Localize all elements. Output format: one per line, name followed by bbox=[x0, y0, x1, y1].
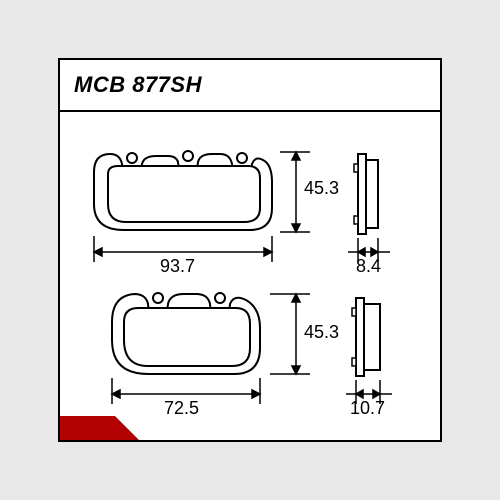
diagram-stage: 45.3 93.7 8.4 45.3 72.5 10.7 bbox=[60, 112, 440, 416]
label-bottom-width: 72.5 bbox=[164, 398, 199, 419]
label-side-bottom: 10.7 bbox=[350, 398, 385, 419]
card-header: MCB 877SH bbox=[60, 60, 440, 112]
label-bottom-height: 45.3 bbox=[304, 322, 339, 343]
product-code: MCB 877SH bbox=[74, 72, 202, 98]
label-top-height: 45.3 bbox=[304, 178, 339, 199]
diagram-svg bbox=[60, 112, 440, 422]
label-side-top: 8.4 bbox=[356, 256, 381, 277]
label-top-width: 93.7 bbox=[160, 256, 195, 277]
pad-top bbox=[94, 151, 272, 230]
spec-card: MCB 877SH bbox=[58, 58, 442, 442]
side-profile-bottom bbox=[352, 298, 380, 376]
brand-corner bbox=[60, 416, 115, 440]
side-profile-top bbox=[354, 154, 378, 234]
pad-bottom bbox=[112, 293, 260, 374]
